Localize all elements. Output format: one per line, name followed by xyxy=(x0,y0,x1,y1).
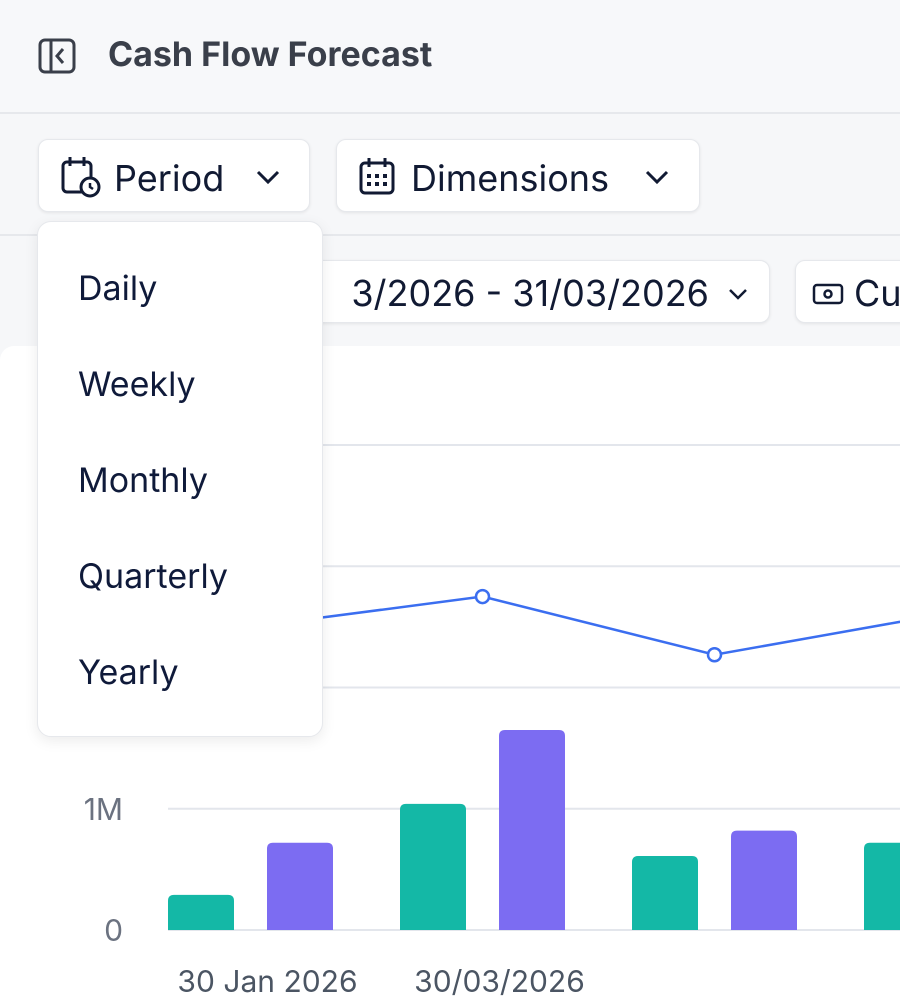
bar xyxy=(731,830,797,930)
page-title: Cash Flow Forecast xyxy=(108,34,433,75)
bar xyxy=(267,842,333,930)
x-tick-label: 30 Jan 2026 xyxy=(177,964,357,1000)
period-dropdown: Daily Weekly Monthly Quarterly Yearly xyxy=(37,221,323,737)
y-tick-label: 0 xyxy=(104,913,123,949)
bar xyxy=(400,803,466,930)
line-point xyxy=(706,647,723,663)
currency-label: Cu xyxy=(854,271,900,315)
bar xyxy=(864,842,900,930)
period-option[interactable]: Daily xyxy=(78,268,158,309)
x-tick-label: 30/03/2026 xyxy=(414,964,585,1000)
bar xyxy=(168,894,234,930)
calendar-clock-icon xyxy=(61,157,101,198)
dimensions-label: Dimensions xyxy=(411,156,610,200)
sidebar-toggle-icon[interactable] xyxy=(38,38,76,74)
period-label: Period xyxy=(114,156,225,200)
header: Cash Flow Forecast xyxy=(0,0,900,114)
chevron-icon xyxy=(729,289,747,300)
dimensions-button[interactable]: Dimensions xyxy=(336,139,700,212)
chevron-icon xyxy=(256,170,280,185)
period-option[interactable]: Monthly xyxy=(78,460,208,501)
period-option[interactable]: Quarterly xyxy=(78,556,228,597)
y-tick-label: 1M xyxy=(84,792,123,828)
period-button[interactable]: Period xyxy=(38,139,310,212)
bar xyxy=(632,856,698,930)
period-option[interactable]: Weekly xyxy=(78,364,196,405)
line xyxy=(250,595,900,657)
date-range-label: 3/2026 - 31/03/2026 xyxy=(351,271,709,315)
calendar-icon xyxy=(359,158,395,195)
toolbar: Period Dimensions xyxy=(0,114,900,236)
money-icon xyxy=(812,283,844,305)
currency-button[interactable]: Cu xyxy=(795,260,900,323)
line-point xyxy=(474,588,491,605)
bar xyxy=(499,729,565,930)
chevron-icon xyxy=(645,170,669,185)
period-option[interactable]: Yearly xyxy=(78,652,179,693)
